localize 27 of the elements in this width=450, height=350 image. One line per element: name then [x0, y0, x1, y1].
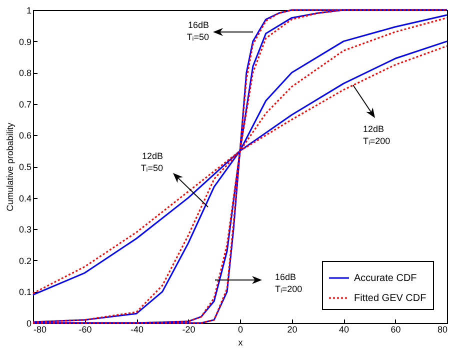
y-tick-label: 0.3: [18, 224, 32, 235]
annotation: 16dB Tᵢ=200: [275, 272, 302, 294]
y-tick-label: 0.9: [18, 36, 32, 47]
x-tick-label: 0: [238, 324, 244, 334]
x-tick-label: 80: [437, 324, 448, 334]
x-tick-label: 40: [338, 324, 350, 334]
x-tick-label: 60: [390, 324, 401, 334]
annotation: 12dB Tᵢ=200: [363, 124, 390, 146]
y-tick-label: 0.6: [18, 130, 32, 141]
y-tick-label: 0.1: [18, 287, 32, 298]
x-tick-label: -20: [182, 324, 196, 334]
y-tick-label: 0.4: [18, 193, 32, 204]
legend-label: Fitted GEV CDF: [354, 293, 426, 304]
x-tick-label: -60: [78, 324, 92, 334]
y-tick-label: 0.2: [18, 256, 32, 266]
y-tick-label: 0.8: [18, 68, 32, 78]
y-tick-label: 0.7: [18, 99, 32, 110]
annotation: 16dB Tᵢ=50: [186, 20, 209, 42]
y-tick-label: 1: [26, 6, 32, 16]
x-tick-label: 20: [287, 324, 298, 334]
legend-label: Accurate CDF: [354, 273, 417, 284]
y-tick-label: 0.5: [18, 162, 32, 172]
x-tick-label: -40: [130, 324, 144, 334]
annotation: 12dB Tᵢ=50: [140, 151, 163, 173]
x-axis-title: x: [238, 338, 244, 348]
x-tick-label: -80: [34, 324, 47, 334]
y-axis-title: Cumulative probability: [4, 122, 15, 212]
